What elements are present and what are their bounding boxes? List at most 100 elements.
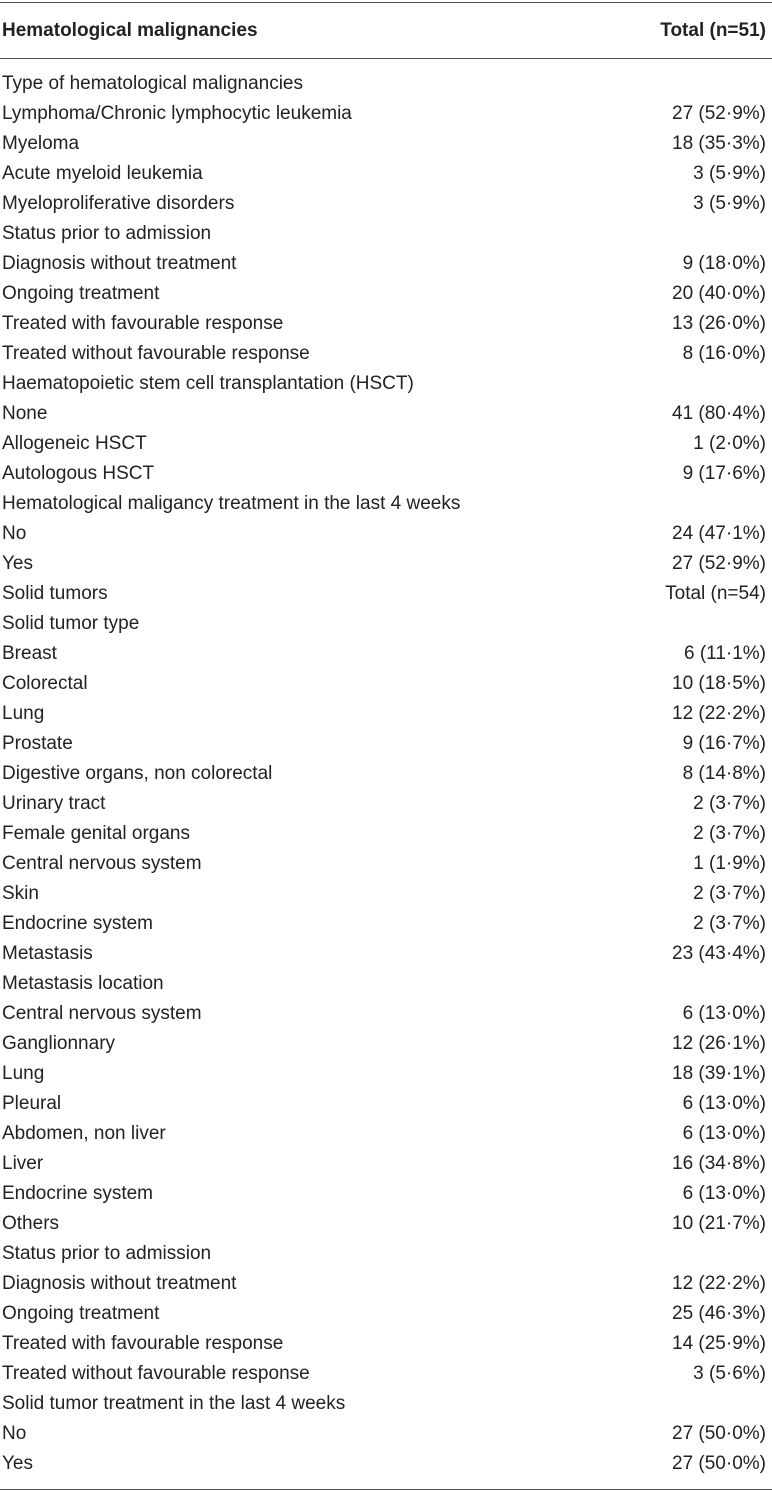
value-cell: Total (n=54) (665, 583, 766, 604)
value-cell: 9 (16·7%) (682, 733, 766, 754)
table-row: Myeloproliferative disorders 3 (5·9%) (0, 189, 772, 219)
label-cell: Skin (2, 883, 39, 904)
table-row: Type of hematological malignancies (0, 69, 772, 99)
label-cell: Colorectal (2, 673, 88, 694)
label-cell: Treated with favourable response (2, 313, 284, 334)
table-row: Hematological maligancy treatment in the… (0, 489, 772, 519)
table-row: Ongoing treatment 20 (40·0%) (0, 279, 772, 309)
label-cell: Ongoing treatment (2, 1303, 160, 1324)
label-cell: Solid tumors (2, 583, 108, 604)
table-row: None 41 (80·4%) (0, 399, 772, 429)
label-cell: Hematological maligancy treatment in the… (2, 493, 461, 514)
label-cell: No (2, 523, 27, 544)
table-row: Metastasis location (0, 969, 772, 999)
value-cell: 2 (3·7%) (693, 913, 766, 934)
table-row: Diagnosis without treatment 12 (22·2%) (0, 1269, 772, 1299)
table-row: Solid tumors Total (n=54) (0, 579, 772, 609)
table-row: Central nervous system 1 (1·9%) (0, 849, 772, 879)
value-cell: 27 (50·0%) (672, 1453, 766, 1474)
header-cell: Hematological malignancies (2, 19, 258, 41)
value-cell: 8 (16·0%) (682, 343, 766, 364)
label-cell: Status prior to admission (2, 1243, 212, 1264)
value-cell: 24 (47·1%) (672, 523, 766, 544)
label-cell: None (2, 403, 48, 424)
label-cell: Urinary tract (2, 793, 106, 814)
table-row: Ganglionnary 12 (26·1%) (0, 1029, 772, 1059)
label-cell: Digestive organs, non colorectal (2, 763, 273, 784)
table-row: Liver 16 (34·8%) (0, 1149, 772, 1179)
label-cell: Diagnosis without treatment (2, 1273, 237, 1294)
value-cell: 6 (13·0%) (682, 1003, 766, 1024)
value-cell: 6 (13·0%) (682, 1093, 766, 1114)
bottom-rule (0, 1489, 772, 1490)
label-cell: Status prior to admission (2, 223, 212, 244)
label-cell: Myeloproliferative disorders (2, 193, 235, 214)
value-cell: 18 (39·1%) (672, 1063, 766, 1084)
table-row: Others 10 (21·7%) (0, 1209, 772, 1239)
label-cell: Central nervous system (2, 853, 202, 874)
value-cell: 2 (3·7%) (693, 823, 766, 844)
table-row: Autologous HSCT 9 (17·6%) (0, 459, 772, 489)
label-cell: Solid tumor treatment in the last 4 week… (2, 1393, 346, 1414)
label-cell: Liver (2, 1153, 44, 1174)
value-cell: 10 (18·5%) (672, 673, 766, 694)
label-cell: Breast (2, 643, 57, 664)
value-cell: 6 (13·0%) (682, 1183, 766, 1204)
label-cell: Female genital organs (2, 823, 190, 844)
table-row: Acute myeloid leukemia 3 (5·9%) (0, 159, 772, 189)
value-cell: 9 (18·0%) (682, 253, 766, 274)
label-cell: Allogeneic HSCT (2, 433, 147, 454)
value-cell: 27 (52·9%) (672, 103, 766, 124)
label-cell: Lymphoma/Chronic lymphocytic leukemia (2, 103, 352, 124)
table-row: Yes 27 (52·9%) (0, 549, 772, 579)
table-row: Lung 12 (22·2%) (0, 699, 772, 729)
table-row: Solid tumor treatment in the last 4 week… (0, 1389, 772, 1419)
value-cell: 12 (26·1%) (672, 1033, 766, 1054)
label-cell: Prostate (2, 733, 73, 754)
table-row: Abdomen, non liver 6 (13·0%) (0, 1119, 772, 1149)
table-row: Treated with favourable response 14 (25·9… (0, 1329, 772, 1359)
value-cell: 25 (46·3%) (672, 1303, 766, 1324)
table-row: Status prior to admission (0, 1239, 772, 1269)
table-row: Female genital organs 2 (3·7%) (0, 819, 772, 849)
value-cell: 41 (80·4%) (672, 403, 766, 424)
table-row: Treated with favourable response 13 (26·0… (0, 309, 772, 339)
label-cell: Ongoing treatment (2, 283, 160, 304)
table-row: No 27 (50·0%) (0, 1419, 772, 1449)
table-row: Myeloma 18 (35·3%) (0, 129, 772, 159)
table-row: Treated without favourable response 8 (16… (0, 339, 772, 369)
table-row: Prostate 9 (16·7%) (0, 729, 772, 759)
label-cell: Pleural (2, 1093, 62, 1114)
value-cell: 23 (43·4%) (672, 943, 766, 964)
table-row: Colorectal 10 (18·5%) (0, 669, 772, 699)
label-cell: Metastasis location (2, 973, 164, 994)
label-cell: Type of hematological malignancies (2, 73, 304, 94)
table-row: Endocrine system 6 (13·0%) (0, 1179, 772, 1209)
label-cell: Treated without favourable response (2, 1363, 310, 1384)
label-cell: Treated with favourable response (2, 1333, 284, 1354)
label-cell: Haematopoietic stem cell transplantation… (2, 373, 414, 394)
value-cell: 18 (35·3%) (672, 133, 766, 154)
label-cell: Endocrine system (2, 1183, 154, 1204)
value-cell: 16 (34·8%) (672, 1153, 766, 1174)
table-row: Diagnosis without treatment 9 (18·0%) (0, 249, 772, 279)
label-cell: Metastasis (2, 943, 93, 964)
label-cell: Others (2, 1213, 60, 1234)
label-cell: Yes (2, 1453, 33, 1474)
value-cell: 10 (21·7%) (672, 1213, 766, 1234)
value-cell: 1 (2·0%) (693, 433, 766, 454)
label-cell: Acute myeloid leukemia (2, 163, 203, 184)
value-cell: 2 (3·7%) (693, 793, 766, 814)
table-row: Treated without favourable response 3 (5·… (0, 1359, 772, 1389)
table-row: Haematopoietic stem cell transplantation… (0, 369, 772, 399)
table-row: Yes 27 (50·0%) (0, 1449, 772, 1479)
label-cell: Endocrine system (2, 913, 154, 934)
table-row: No 24 (47·1%) (0, 519, 772, 549)
table-row: Metastasis 23 (43·4%) (0, 939, 772, 969)
value-cell: 9 (17·6%) (682, 463, 766, 484)
value-cell: 8 (14·8%) (682, 763, 766, 784)
table-row: Lung 18 (39·1%) (0, 1059, 772, 1089)
value-cell: 14 (25·9%) (672, 1333, 766, 1354)
table-row: Pleural 6 (13·0%) (0, 1089, 772, 1119)
